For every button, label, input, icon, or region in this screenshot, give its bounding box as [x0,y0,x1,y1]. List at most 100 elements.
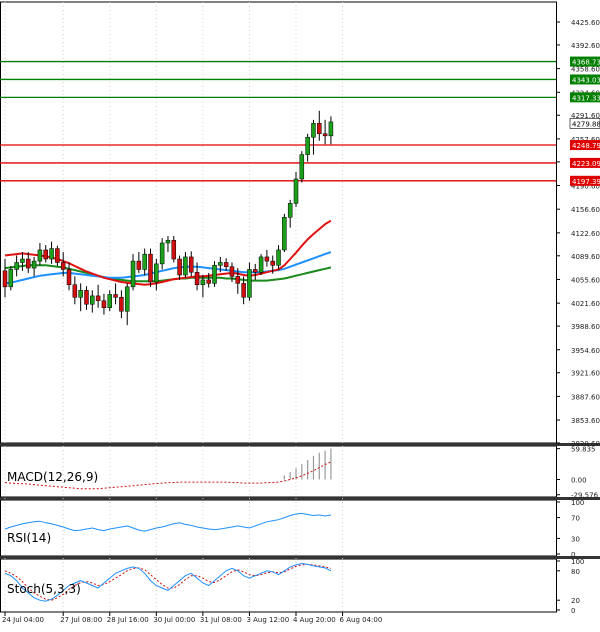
candle-body [78,290,83,298]
candle-body [253,269,258,273]
candle-body [159,242,165,265]
candle-body [317,123,322,135]
candle-body [229,266,235,277]
price-tick-label: 4089.60 [571,253,600,261]
price-tick-label: 3853.60 [571,417,600,425]
price-tick-label: 3887.60 [571,393,600,401]
time-tick-label: 6 Aug 04:00 [340,616,383,624]
rsi-tick-label: 30 [571,535,580,543]
candle-body [90,295,95,305]
current-price-box [569,118,600,129]
support-level-price-box [570,140,600,151]
candle-body [212,265,217,284]
candle-body [287,203,293,218]
price-tick-label: 4358.60 [571,66,600,74]
candle-body [305,136,310,155]
candle-body [154,263,159,283]
price-tick-label: 4392.60 [571,42,600,50]
macd-tick-label: 0.00 [571,476,587,484]
candle-body [276,249,281,266]
price-tick-label: 4156.60 [571,206,600,214]
price-tick-label: 4122.60 [571,230,600,238]
price-tick-label: 4425.60 [571,19,600,27]
candle-body [188,256,194,273]
price-tick-label: 4055.60 [571,276,600,284]
candle-body [60,262,66,270]
price-tick-label: 3921.60 [571,370,600,378]
panel-separator [0,497,600,500]
candle-body [206,279,211,284]
candle-body [258,256,264,273]
stoch-tick-label: 0 [571,607,575,615]
candle-body [101,300,107,308]
candle-body [124,286,130,312]
price-tick-label: 4190.60 [571,183,600,191]
support-level-price-box [570,175,600,186]
candle-body [328,121,334,137]
macd-tick-label: -29.576 [571,492,599,500]
main-plot-frame [0,1,557,444]
candle-body [95,295,101,302]
macd-indicator-label: MACD(12,26,9) [7,470,98,484]
candle-body [264,256,270,262]
candle-body [247,269,252,298]
time-tick-label: 31 Jul 08:00 [200,616,242,624]
resistance-level-price-box [570,56,600,67]
candle-body [183,256,188,276]
time-tick-label: 3 Aug 12:00 [246,616,289,624]
candle-body [113,294,118,298]
candle-body [37,249,43,262]
candle-body [165,239,171,244]
candle-body [107,294,113,308]
resistance-level-price-label: 4317.33 [572,94,600,102]
candle-body [235,276,241,284]
candle-body [136,260,142,270]
rsi-panel-frame [0,499,557,557]
candle-body [55,248,60,263]
candle-body [14,262,19,270]
stoch-k-line [4,562,332,602]
macd-signal-line [4,461,332,490]
candle-body [223,262,229,267]
candle-body [270,260,275,266]
price-tick-label: 3820.60 [571,440,600,448]
time-tick-label: 4 Aug 20:00 [293,616,336,624]
candle-body [49,248,54,260]
candle-body [171,239,177,260]
price-tick-label: 4257.60 [571,136,600,144]
time-tick-label: 27 Jul 08:00 [60,616,102,624]
candle-body [43,249,48,260]
candle-body [299,154,305,180]
candle-body [119,297,124,312]
price-tick-label: 4291.60 [571,112,600,120]
macd-tick-label: 59.835 [571,446,596,454]
current-price-label: 4279.88 [572,120,600,128]
panel-separator [0,556,600,559]
price-tick-label: 4021.60 [571,300,600,308]
rsi-indicator-label: RSI(14) [7,531,51,545]
stoch-panel-frame [0,558,557,613]
rsi-tick-label: 70 [571,515,580,523]
rsi-tick-label: 0 [571,551,575,559]
resistance-level-price-box [570,74,600,85]
candle-body [2,270,8,288]
price-tick-label: 3954.60 [571,347,600,355]
candle-body [282,217,287,251]
candle-body [322,133,328,137]
price-tick-label: 3988.60 [571,323,600,331]
rsi-tick-label: 100 [571,499,584,507]
candle-body [293,178,299,204]
time-tick-label: 30 Jul 00:00 [153,616,195,624]
time-tick-label: 28 Jul 16:00 [107,616,149,624]
support-level-price-box [570,157,600,168]
candle-body [8,269,14,288]
candle-body [200,279,206,286]
stoch-indicator-label: Stoch(5,3,3) [7,582,81,596]
candle-body [31,260,37,269]
stoch-tick-label: 20 [571,597,580,605]
candle-body [311,123,316,138]
resistance-level-price-label: 4368.73 [572,59,600,67]
candle-body [72,284,78,298]
